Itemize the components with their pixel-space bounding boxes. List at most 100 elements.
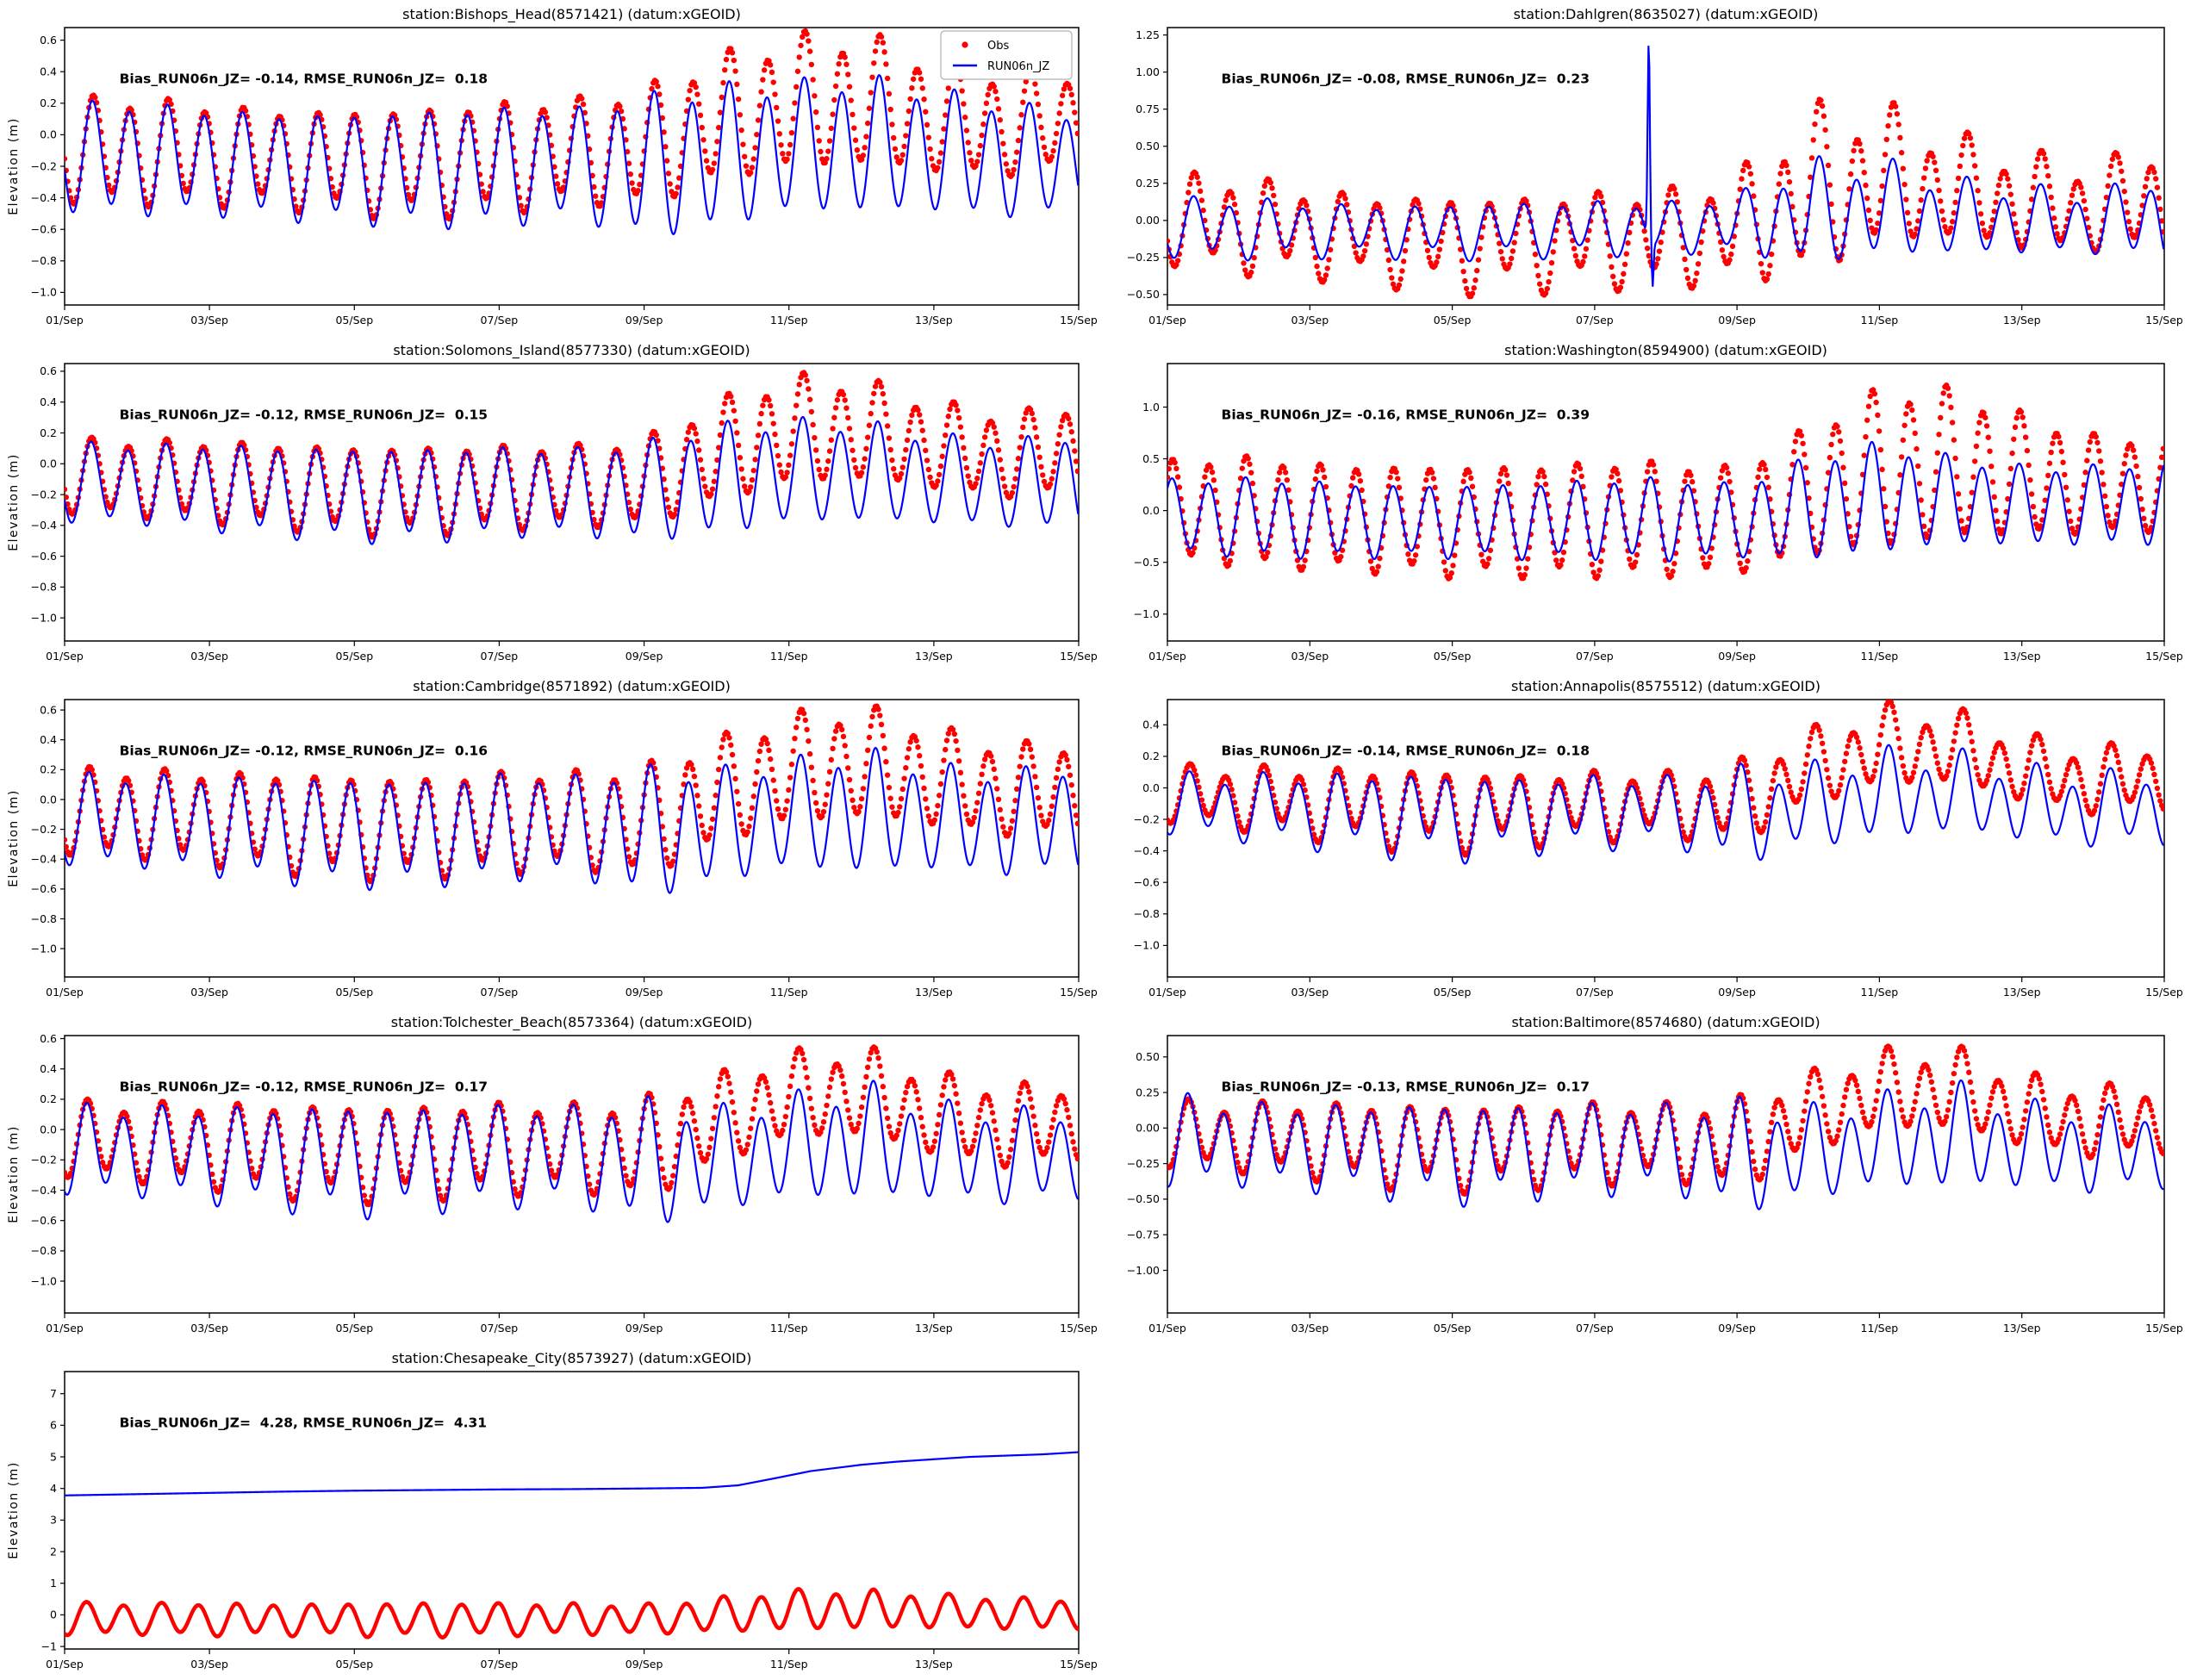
chart-title: station:Dahlgren(8635027) (datum:xGEOID) [1514, 6, 1819, 22]
y-tick-label: −1 [41, 1640, 57, 1652]
x-tick-label: 03/Sep [1291, 986, 1329, 999]
x-tick-label: 11/Sep [770, 986, 808, 999]
model-line [1167, 45, 2164, 288]
x-tick-label: 03/Sep [1291, 1322, 1329, 1335]
x-tick-label: 07/Sep [481, 986, 519, 999]
x-tick-label: 05/Sep [1434, 314, 1472, 327]
x-tick-label: 11/Sep [770, 1658, 808, 1671]
model-line [1167, 440, 2164, 563]
axes-frame [64, 1371, 1080, 1650]
x-tick-label: 05/Sep [335, 1658, 373, 1671]
x-tick-label: 09/Sep [1718, 650, 1756, 663]
subplot-dahlgren: station:Dahlgren(8635027) (datum:xGEOID)… [1098, 0, 2197, 336]
chart-title: station:Bishops_Head(8571421) (datum:xGE… [402, 6, 741, 23]
x-tick-label: 13/Sep [2003, 314, 2041, 327]
obs-scatter [65, 370, 1079, 540]
model-line [1167, 1079, 2164, 1210]
x-tick-label: 15/Sep [1060, 1322, 1098, 1335]
y-tick-label: 0.6 [40, 34, 57, 47]
x-tick-label: 15/Sep [2145, 650, 2183, 663]
legend-model-label: RUN06n_JZ [987, 60, 1049, 73]
model-line [65, 1080, 1079, 1223]
obs-scatter [1167, 96, 2164, 300]
y-tick-label: 0.75 [1136, 103, 1160, 115]
x-tick-label: 05/Sep [335, 1322, 373, 1335]
axes-frame [1167, 27, 2165, 306]
x-tick-label: 07/Sep [1576, 986, 1614, 999]
x-tick-label: 01/Sep [46, 1658, 84, 1671]
x-tick-label: 13/Sep [915, 650, 953, 663]
x-tick-label: 03/Sep [190, 986, 228, 999]
model-line [1167, 744, 2164, 865]
y-tick-label: 1.25 [1136, 28, 1160, 41]
x-tick-label: 15/Sep [2145, 1322, 2183, 1335]
y-axis-label: Elevation (m) [7, 1125, 21, 1223]
plot-area: 0.4 0.2 0.0 −0.2 −0.4 −0.6 −0.8 −1.0 01/Sep 03/Se… [1134, 699, 2183, 999]
axes-frame [64, 699, 1080, 978]
y-axis-label: Elevation (m) [7, 117, 21, 215]
x-tick-label: 13/Sep [2003, 986, 2041, 999]
x-tick-label: 07/Sep [481, 1658, 519, 1671]
y-tick-label: −0.4 [31, 1184, 57, 1197]
y-tick-label: 0.4 [40, 733, 57, 746]
x-tick-label: 11/Sep [1861, 986, 1899, 999]
x-tick-label: 05/Sep [335, 314, 373, 327]
chart-title: station:Cambridge(8571892) (datum:xGEOID… [413, 678, 731, 694]
axes-frame [1167, 363, 2165, 642]
subplot-washington: station:Washington(8594900) (datum:xGEOI… [1098, 336, 2197, 672]
y-tick-label: −0.4 [31, 853, 57, 866]
y-tick-label: −1.00 [1127, 1264, 1160, 1277]
x-tick-label: 13/Sep [915, 314, 953, 327]
x-tick-label: 15/Sep [2145, 314, 2183, 327]
x-tick-label: 01/Sep [46, 314, 84, 327]
axes-frame [1167, 699, 2165, 978]
x-tick-label: 07/Sep [481, 650, 519, 663]
bias-rmse-annotation: Bias_RUN06n_JZ= -0.12, RMSE_RUN06n_JZ= 0… [120, 408, 488, 423]
x-tick-label: 05/Sep [335, 650, 373, 663]
y-tick-label: −1.0 [31, 612, 57, 625]
model-line [65, 1451, 1079, 1496]
y-tick-label: 0.2 [40, 1092, 57, 1105]
y-tick-label: 0.6 [40, 364, 57, 377]
y-tick-label: −0.6 [1134, 876, 1160, 889]
y-tick-label: −0.6 [31, 882, 57, 895]
axes-frame [1167, 1035, 2165, 1314]
subplot-chesapeake-city: station:Chesapeake_City(8573927) (datum:… [0, 1344, 1098, 1680]
x-tick-label: 07/Sep [1576, 1322, 1614, 1335]
x-tick-label: 09/Sep [625, 1658, 663, 1671]
y-tick-label: 0.4 [40, 65, 57, 78]
subplot-annapolis: station:Annapolis(8575512) (datum:xGEOID… [1098, 672, 2197, 1008]
x-tick-label: 13/Sep [2003, 1322, 2041, 1335]
x-tick-label: 11/Sep [770, 1322, 808, 1335]
y-tick-label: −0.25 [1127, 1157, 1160, 1170]
y-tick-label: −0.50 [1127, 288, 1160, 301]
y-tick-label: 0.0 [40, 793, 57, 806]
y-tick-label: 0.50 [1136, 1050, 1160, 1063]
legend: Obs RUN06n_JZ [940, 30, 1073, 80]
y-axis-label: Elevation (m) [7, 1461, 21, 1559]
x-tick-label: 09/Sep [625, 314, 663, 327]
y-tick-label: −0.8 [31, 912, 57, 925]
x-tick-label: 03/Sep [1291, 650, 1329, 663]
y-tick-label: −0.2 [31, 159, 57, 172]
bias-rmse-annotation: Bias_RUN06n_JZ= -0.14, RMSE_RUN06n_JZ= 0… [120, 72, 488, 87]
y-tick-label: 0.25 [1136, 1086, 1160, 1098]
y-tick-label: −0.8 [31, 254, 57, 267]
y-tick-label: 0.0 [40, 128, 57, 141]
y-tick-label: 1.0 [1142, 401, 1160, 414]
bias-rmse-annotation: Bias_RUN06n_JZ= -0.12, RMSE_RUN06n_JZ= 0… [120, 1080, 488, 1095]
x-tick-label: 03/Sep [190, 1322, 228, 1335]
legend-box [940, 30, 1073, 80]
x-tick-label: 13/Sep [2003, 650, 2041, 663]
plot-area: 0.6 0.4 0.2 0.0 −0.2 −0.4 −0.6 −0.8 −1.0 01/Sep 03… [31, 363, 1098, 663]
bias-rmse-annotation: Bias_RUN06n_JZ= -0.13, RMSE_RUN06n_JZ= 0… [1222, 1080, 1590, 1095]
y-tick-label: 0.6 [40, 703, 57, 716]
y-tick-label: 0.4 [40, 395, 57, 408]
obs-scatter [65, 28, 1079, 222]
x-tick-label: 03/Sep [190, 314, 228, 327]
y-tick-label: 2 [50, 1545, 57, 1558]
y-tick-label: −0.6 [31, 223, 57, 236]
x-tick-label: 05/Sep [1434, 1322, 1472, 1335]
bias-rmse-annotation: Bias_RUN06n_JZ= -0.16, RMSE_RUN06n_JZ= 0… [1222, 408, 1590, 423]
